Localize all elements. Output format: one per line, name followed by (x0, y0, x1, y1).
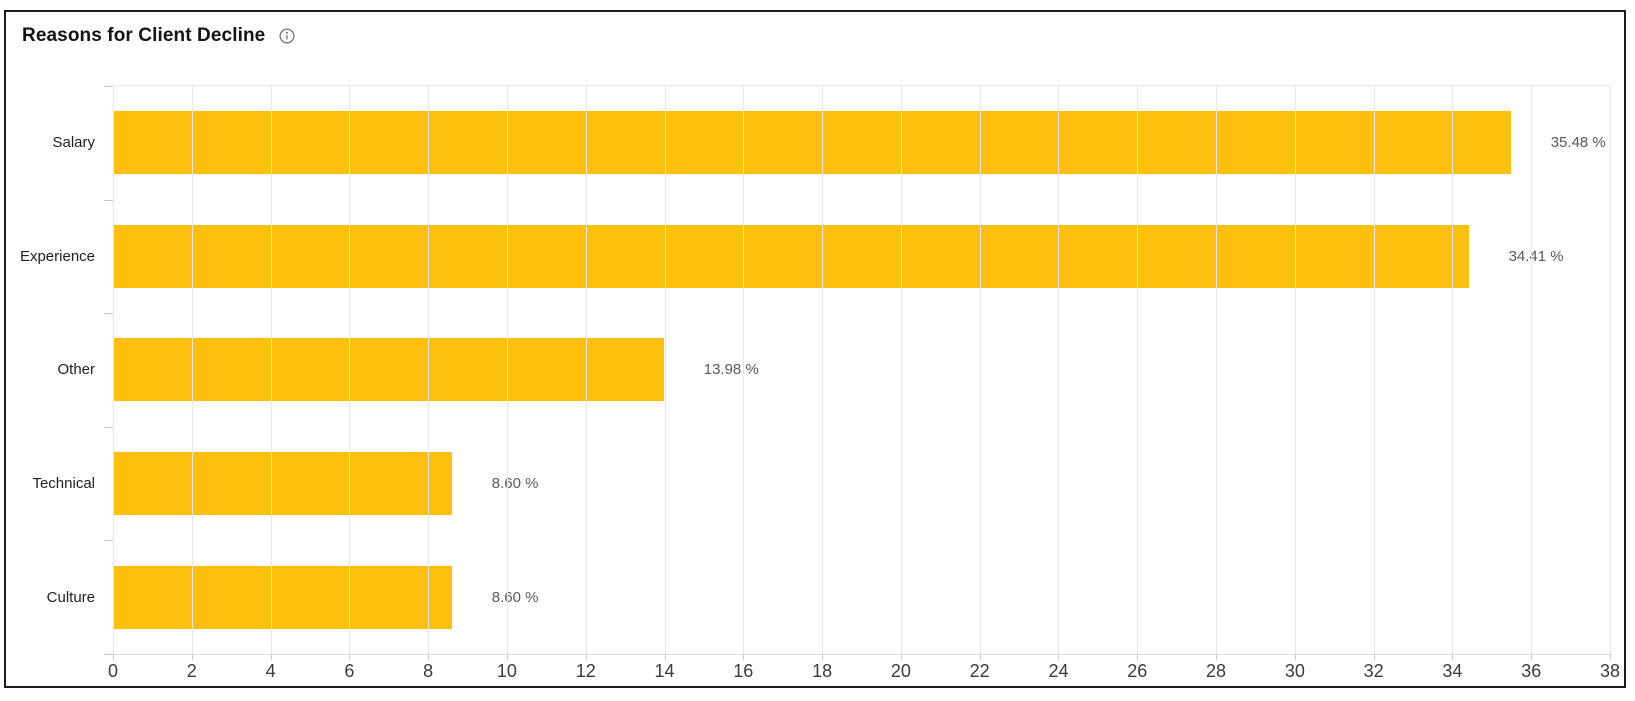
gridline (1294, 86, 1296, 654)
chart-title: Reasons for Client Decline (22, 25, 266, 46)
gridline (191, 86, 193, 654)
gridline (1137, 86, 1139, 654)
x-tick-label: 8 (423, 661, 434, 681)
bar-value-label: 35.48 % (1550, 134, 1606, 152)
x-tick-mark (585, 654, 587, 660)
x-tick-mark (900, 654, 902, 660)
x-tick-mark (1216, 654, 1218, 660)
category-label-other: Other (57, 361, 95, 379)
gridline (822, 86, 824, 654)
gridline (113, 86, 114, 654)
x-tick-label: 38 (1599, 661, 1621, 681)
bar-value-label: 8.60 % (491, 588, 539, 606)
gridline (1452, 86, 1454, 654)
x-tick-label: 0 (107, 661, 119, 681)
gridline (1373, 86, 1375, 654)
bar-value-label: 13.98 % (703, 361, 759, 379)
x-tick-mark (428, 654, 430, 660)
gridline (428, 86, 430, 654)
x-tick-label: 12 (575, 661, 596, 681)
x-tick-label: 30 (1284, 661, 1305, 681)
x-tick-mark (664, 654, 666, 660)
bar-culture[interactable] (113, 565, 452, 629)
x-tick-mark (822, 654, 824, 660)
x-tick-label: 16 (733, 661, 754, 681)
x-tick-label: 18 (812, 661, 833, 681)
chart-header: Reasons for Client Decline (22, 25, 296, 47)
x-tick-label: 26 (1127, 661, 1148, 681)
x-tick-mark (1610, 654, 1611, 660)
gridline (979, 86, 981, 654)
x-tick-mark (1294, 654, 1296, 660)
bar-technical[interactable] (113, 452, 452, 516)
x-tick-mark (349, 654, 351, 660)
gridline (900, 86, 902, 654)
category-label-salary: Salary (52, 134, 95, 152)
category-label-culture: Culture (46, 588, 95, 606)
x-tick-label: 6 (344, 661, 355, 681)
x-tick-mark (1137, 654, 1139, 660)
bar-row: 13.98 % (113, 313, 1610, 427)
x-tick-label: 20 (890, 661, 911, 681)
gridline (1610, 86, 1611, 654)
x-tick-mark (1531, 654, 1533, 660)
x-tick-label: 4 (265, 661, 276, 681)
x-tick-label: 2 (186, 661, 197, 681)
bar-row: 8.60 % (113, 427, 1610, 541)
bar-row: 35.48 % (113, 86, 1610, 200)
x-tick-mark (1058, 654, 1060, 660)
x-tick-label: 34 (1442, 661, 1463, 681)
x-axis-labels: 0 2 4 6 8 10 12 14 16 18 20 22 24 26 28 30 32 34 36 38 (108, 661, 1620, 691)
y-axis-labels: Salary Experience Other Technical Culture (6, 86, 95, 654)
bar-experience[interactable] (113, 224, 1469, 288)
x-tick-mark (1452, 654, 1454, 660)
y-tick-mark (104, 540, 113, 542)
bar-value-label: 34.41 % (1508, 247, 1564, 265)
gridline (1058, 86, 1060, 654)
x-tick-label: 36 (1521, 661, 1542, 681)
bar-row: 34.41 % (113, 200, 1610, 314)
x-tick-label: 14 (654, 661, 675, 681)
gridline (664, 86, 666, 654)
y-tick-mark (104, 654, 113, 655)
x-tick-mark (113, 654, 114, 660)
category-label-experience: Experience (19, 247, 95, 265)
chart-card: Reasons for Client Decline Salary Experie… (4, 10, 1626, 688)
bar-value-label: 8.60 % (491, 475, 539, 493)
x-tick-label: 28 (1206, 661, 1227, 681)
x-tick-mark (1373, 654, 1375, 660)
bar-salary[interactable] (113, 111, 1511, 175)
x-tick-mark (270, 654, 272, 660)
x-tick-mark (743, 654, 745, 660)
x-tick-label: 10 (496, 661, 517, 681)
plot-area: Salary Experience Other Technical Culture 35… (20, 85, 1620, 681)
x-tick-mark (979, 654, 981, 660)
gridline (1216, 86, 1218, 654)
y-tick-mark (104, 199, 113, 201)
gridline (743, 86, 745, 654)
x-tick-mark (506, 654, 508, 660)
x-tick-label: 32 (1363, 661, 1384, 681)
x-tick-label: 24 (1048, 661, 1069, 681)
y-tick-mark (104, 313, 113, 315)
gridline (506, 86, 508, 654)
y-tick-mark (104, 86, 113, 87)
category-label-technical: Technical (32, 475, 95, 493)
x-tick-label: 22 (969, 661, 990, 681)
bar-other[interactable] (113, 338, 664, 402)
y-tick-mark (104, 426, 113, 428)
info-icon[interactable] (278, 27, 296, 45)
x-tick-mark (191, 654, 193, 660)
gridline (270, 86, 272, 654)
gridline (585, 86, 587, 654)
bar-rows: 35.48 % 34.41 % 13.98 % 8.60 % 8.60 % (113, 86, 1610, 654)
gridline (1531, 86, 1533, 654)
gridline (349, 86, 351, 654)
bar-row: 8.60 % (113, 540, 1610, 654)
